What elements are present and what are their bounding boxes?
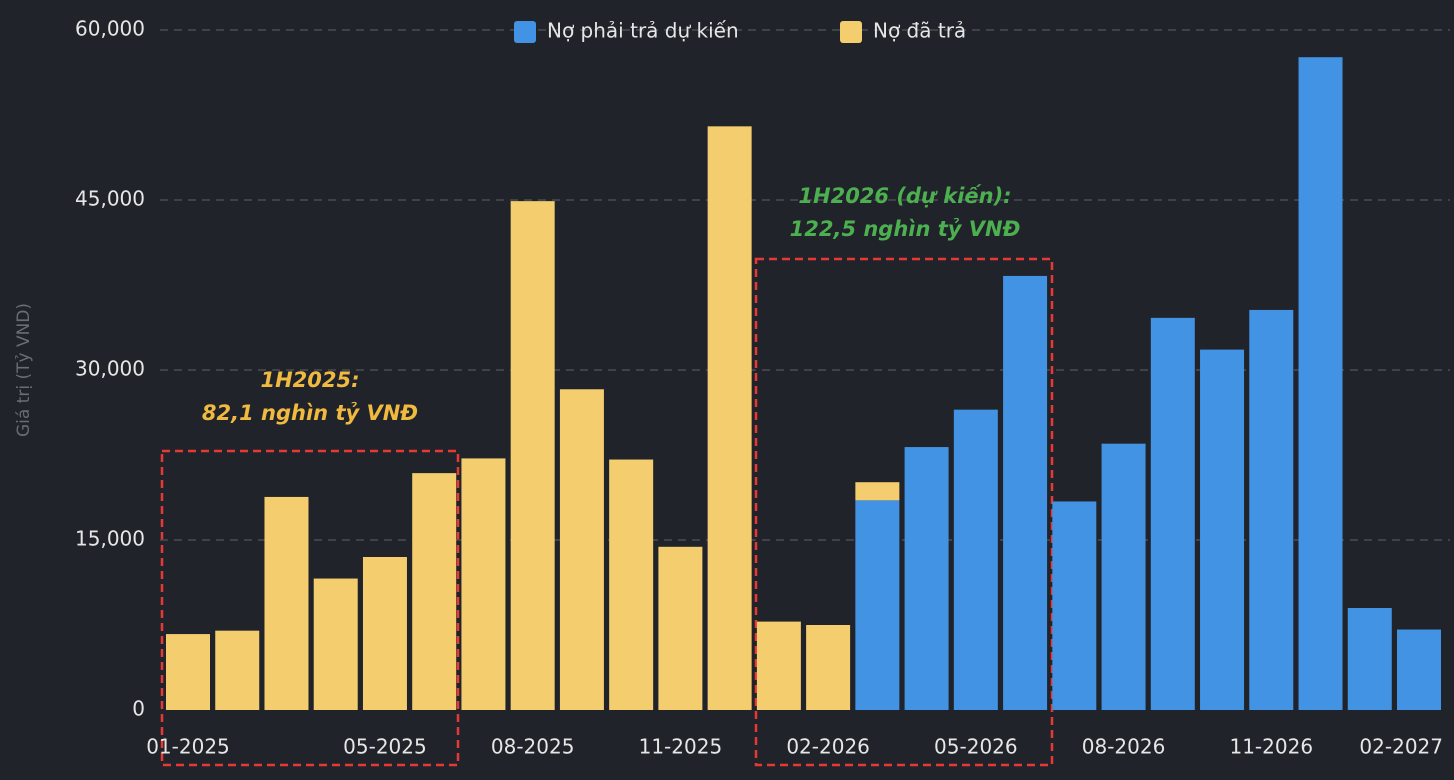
legend-label: Nợ đã trả: [873, 19, 966, 43]
x-tick-label: 01-2025: [146, 735, 230, 759]
bar: [1101, 443, 1146, 710]
y-tick-label: 45,000: [75, 187, 145, 211]
annotation: 1H2026 (dự kiến):: [798, 184, 1011, 208]
legend-swatch: [840, 21, 862, 43]
bar: [1150, 317, 1195, 710]
x-tick-label: 02-2026: [786, 735, 870, 759]
annotation: 82,1 nghìn tỷ VNĐ: [202, 401, 418, 425]
y-tick-label: 0: [132, 697, 145, 721]
bar: [609, 459, 654, 710]
y-tick-label: 60,000: [75, 17, 145, 41]
bar: [1003, 275, 1048, 710]
bar: [1347, 608, 1392, 710]
bar: [953, 409, 998, 710]
bar: [658, 546, 703, 710]
y-axis-label: Giá trị (Tỷ VND): [14, 303, 34, 437]
bar: [855, 482, 900, 501]
bar: [1298, 57, 1343, 710]
bar: [1397, 629, 1441, 710]
bar: [510, 201, 555, 710]
x-tick-label: 05-2026: [934, 735, 1018, 759]
bar: [313, 578, 358, 710]
bar: [166, 634, 210, 710]
bar: [215, 630, 260, 710]
bar: [756, 621, 801, 710]
x-tick-label: 08-2025: [491, 735, 575, 759]
bar: [1249, 309, 1294, 710]
bar: [707, 126, 752, 711]
annotation: 1H2025:: [260, 368, 359, 392]
x-tick-label: 08-2026: [1082, 735, 1166, 759]
bar: [412, 473, 457, 710]
bar: [806, 625, 851, 710]
bar: [264, 496, 309, 710]
bar: [904, 447, 949, 710]
bar: [461, 458, 506, 710]
x-tick-label: 11-2025: [639, 735, 723, 759]
bar: [362, 557, 407, 710]
x-tick-label: 05-2025: [343, 735, 427, 759]
x-tick-label: 02-2027: [1359, 735, 1443, 759]
x-tick-label: 11-2026: [1229, 735, 1313, 759]
annotation: 122,5 nghìn tỷ VNĐ: [790, 217, 1021, 241]
bar: [1052, 501, 1097, 710]
bar: [855, 500, 900, 710]
highlight-box: [754, 257, 1054, 767]
bar: [1200, 349, 1245, 710]
bar: [559, 389, 604, 710]
y-tick-label: 15,000: [75, 527, 145, 551]
legend-swatch: [514, 21, 536, 43]
legend-label: Nợ phải trả dự kiến: [547, 19, 739, 43]
y-tick-label: 30,000: [75, 357, 145, 381]
highlight-box: [160, 449, 460, 767]
